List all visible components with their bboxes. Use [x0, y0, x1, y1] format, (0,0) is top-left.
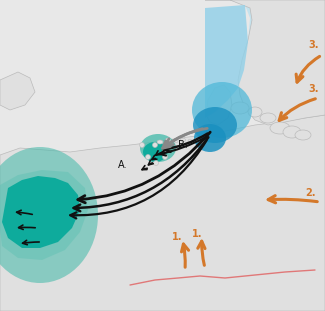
Ellipse shape [192, 82, 252, 138]
Polygon shape [206, 85, 232, 125]
Ellipse shape [165, 138, 171, 142]
Circle shape [152, 142, 158, 147]
Ellipse shape [143, 142, 167, 162]
Ellipse shape [193, 107, 237, 143]
Ellipse shape [140, 134, 176, 162]
Ellipse shape [157, 140, 163, 144]
Ellipse shape [0, 147, 98, 283]
Polygon shape [205, 5, 248, 118]
Text: A.: A. [118, 160, 127, 170]
Text: 1.: 1. [172, 232, 183, 242]
Ellipse shape [283, 126, 301, 138]
Polygon shape [0, 115, 325, 311]
Text: B.: B. [178, 140, 188, 150]
Circle shape [162, 155, 167, 160]
Circle shape [146, 155, 150, 160]
Text: 2.: 2. [305, 188, 316, 198]
Ellipse shape [201, 140, 205, 144]
Polygon shape [205, 0, 325, 125]
Ellipse shape [188, 139, 192, 143]
Text: 3.: 3. [308, 84, 318, 94]
Ellipse shape [260, 113, 276, 123]
Polygon shape [0, 72, 35, 110]
Text: 3.: 3. [308, 40, 318, 50]
Ellipse shape [194, 138, 200, 142]
Polygon shape [205, 0, 325, 120]
Ellipse shape [248, 107, 262, 117]
Text: 1.: 1. [192, 229, 202, 239]
Circle shape [153, 160, 159, 165]
Circle shape [139, 142, 145, 147]
Polygon shape [0, 170, 88, 260]
Ellipse shape [295, 130, 311, 140]
Ellipse shape [231, 102, 249, 114]
Ellipse shape [270, 122, 290, 134]
Polygon shape [2, 176, 80, 248]
Ellipse shape [180, 138, 186, 142]
Ellipse shape [174, 139, 178, 143]
Circle shape [162, 147, 167, 152]
Ellipse shape [194, 124, 226, 152]
